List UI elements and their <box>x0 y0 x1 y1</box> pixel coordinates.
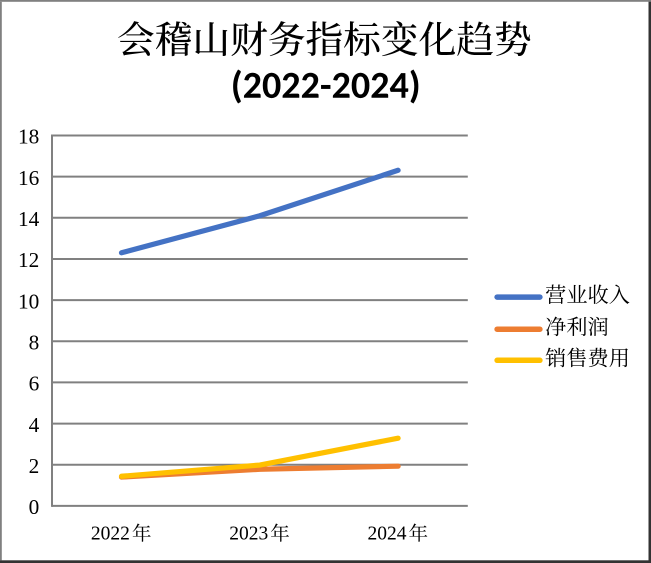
svg-text:0: 0 <box>29 495 40 519</box>
svg-text:16: 16 <box>18 166 40 190</box>
svg-text:2022: 2022 <box>91 524 130 545</box>
svg-text:18: 18 <box>18 125 39 149</box>
svg-text:4: 4 <box>29 413 40 437</box>
svg-text:12: 12 <box>18 248 39 272</box>
svg-text:2023: 2023 <box>229 524 268 545</box>
svg-text:6: 6 <box>29 372 40 396</box>
svg-text:2024: 2024 <box>368 524 407 545</box>
svg-text:8: 8 <box>29 330 40 354</box>
svg-text:10: 10 <box>18 289 39 313</box>
svg-text:2: 2 <box>29 454 40 478</box>
svg-text:14: 14 <box>18 207 40 231</box>
